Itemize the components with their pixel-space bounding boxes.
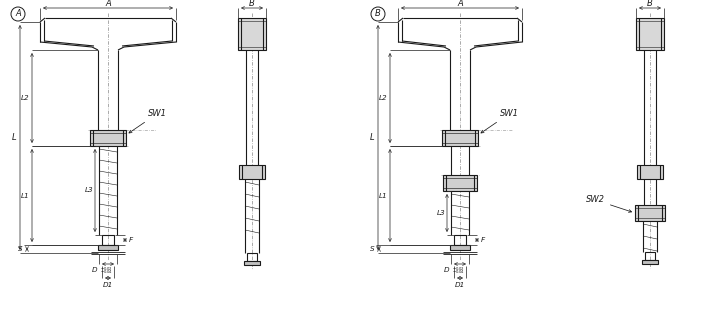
Text: L2: L2 [20,95,29,101]
Text: SW1: SW1 [129,109,167,133]
Text: L1: L1 [378,192,387,198]
Text: B: B [647,0,653,9]
Bar [239,165,265,179]
Text: L2: L2 [378,95,387,101]
Text: L3: L3 [436,210,445,216]
Bar [642,260,658,264]
Text: D1: D1 [103,282,113,288]
Text: L: L [12,133,16,142]
Text: SW2: SW2 [586,196,632,212]
Text: F: F [129,237,133,243]
Text: B: B [375,10,381,18]
Text: A: A [457,0,463,9]
Bar [454,235,466,245]
Text: L3: L3 [84,187,93,193]
Bar [450,245,470,250]
Text: S: S [18,246,23,252]
Bar [244,261,260,265]
Bar [443,175,477,191]
Bar [645,252,655,260]
Text: L1: L1 [20,192,29,198]
Text: $^{-0.02}_{-0.04}$: $^{-0.02}_{-0.04}$ [452,265,465,276]
Bar [238,18,266,50]
Text: F: F [481,237,485,243]
Text: B: B [249,0,255,9]
Text: A: A [15,10,21,18]
Text: $D$: $D$ [91,265,98,274]
Text: S: S [370,246,375,252]
Bar [98,245,118,250]
Bar [637,165,663,179]
Text: L: L [369,133,374,142]
Text: $^{-0.02}_{-0.04}$: $^{-0.02}_{-0.04}$ [100,265,113,276]
Bar [247,253,257,261]
Bar [442,130,478,146]
Text: A: A [105,0,111,9]
Bar [636,18,664,50]
Bar [102,235,114,245]
Bar [635,205,665,221]
Text: D1: D1 [455,282,465,288]
Text: SW1: SW1 [481,109,519,133]
Text: $D$: $D$ [443,265,450,274]
Bar [90,130,126,146]
